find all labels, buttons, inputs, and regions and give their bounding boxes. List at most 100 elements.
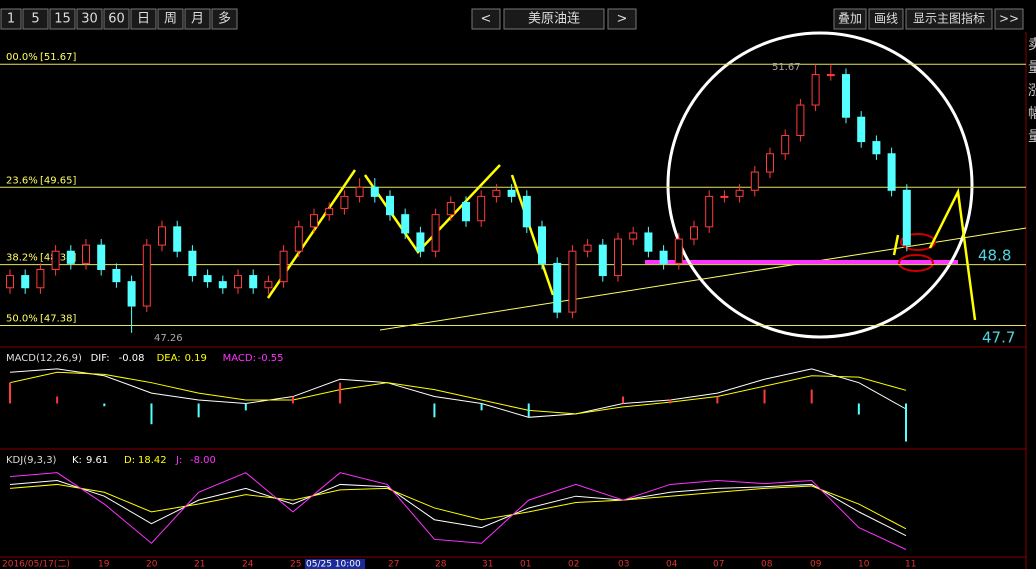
tool-button[interactable] (833, 8, 867, 30)
period-label: 1 (7, 12, 15, 27)
period-button[interactable] (184, 8, 211, 30)
candle-body (446, 201, 455, 216)
date-label: 20 (146, 560, 158, 569)
candle-body (674, 238, 683, 264)
period-button[interactable] (103, 8, 130, 30)
legend-value: -0.08 (119, 353, 145, 364)
candle-body (842, 74, 850, 118)
date-label: 10 (858, 560, 870, 569)
date-label: 04 (666, 560, 678, 569)
tool-label: 叠加 (838, 12, 862, 26)
ellipse (898, 254, 934, 272)
fib-label: 00.0% (6, 52, 38, 63)
period-button[interactable] (0, 8, 22, 30)
candle-body (249, 275, 258, 289)
candle-body (553, 262, 562, 313)
period-button[interactable] (130, 8, 157, 30)
date-label: 05/25 10:00 (306, 560, 361, 569)
nav-button[interactable] (607, 8, 637, 30)
annotation: 47.7 (982, 329, 1015, 347)
ellipse (900, 233, 936, 251)
period-label: 日 (137, 12, 150, 27)
candle-body (112, 268, 121, 283)
side-label: 量 (1028, 129, 1036, 145)
candle-body (690, 226, 698, 240)
fib-value: [51.67] (40, 52, 77, 63)
trend-line (379, 227, 1027, 331)
period-button[interactable] (76, 8, 103, 30)
candle-body (659, 250, 668, 264)
nav-label: < (481, 12, 492, 27)
date-highlight (305, 559, 365, 569)
side-label: 量 (1028, 60, 1036, 76)
candle-body (431, 214, 440, 252)
candle-body (857, 116, 866, 143)
tool-button[interactable] (868, 8, 904, 30)
candle-body (492, 189, 501, 197)
annotation: 48.8 (978, 247, 1011, 265)
candle-body (203, 275, 212, 283)
candle-body (264, 281, 273, 289)
candle-body (538, 226, 546, 264)
candle-body (507, 189, 516, 197)
candle-body (97, 244, 106, 270)
date-label: 28 (435, 560, 447, 569)
legend-name: J: (175, 455, 182, 466)
candle-body (218, 281, 227, 289)
period-label: 周 (164, 12, 177, 27)
side-label: 幅 (1028, 106, 1036, 122)
date-label: 2016/05/17(二) (2, 560, 70, 569)
side-label: 涨 (1028, 83, 1036, 99)
candle-body (401, 214, 410, 234)
candle-body (781, 134, 790, 155)
candle-body (310, 214, 318, 228)
candle-body (826, 74, 835, 77)
period-button[interactable] (211, 8, 238, 30)
tool-button[interactable] (905, 8, 993, 30)
date-label: 08 (761, 560, 773, 569)
candle-body (705, 195, 714, 228)
period-label: 60 (108, 12, 125, 27)
period-label: 5 (31, 12, 39, 27)
period-button[interactable] (49, 8, 76, 30)
candle-body (6, 275, 14, 289)
candle-body (644, 232, 653, 252)
candle-body (370, 186, 379, 197)
legend-value: 9.61 (86, 455, 108, 466)
candle-body (82, 244, 90, 264)
nav-button[interactable] (503, 8, 605, 30)
legend-name: D: (124, 455, 135, 466)
tool-label: 画线 (874, 12, 898, 26)
candle-body (188, 250, 197, 277)
candle-body (386, 195, 394, 216)
date-label: 01 (520, 560, 531, 569)
period-button[interactable] (22, 8, 49, 30)
candle-body (796, 104, 805, 136)
candle-body (887, 153, 896, 191)
arrow (928, 187, 977, 321)
indicator-line (9, 480, 907, 537)
period-label: 15 (54, 12, 71, 27)
candle-body (340, 195, 349, 210)
fib-label: 38.2% (6, 253, 38, 264)
period-button[interactable] (157, 8, 184, 30)
tool-button[interactable] (994, 8, 1024, 30)
candle-body (598, 244, 607, 277)
candle-body (51, 250, 60, 270)
period-label: 多 (218, 11, 231, 27)
candle-body (279, 250, 288, 283)
legend-value: -0.55 (258, 353, 284, 364)
period-label: 月 (191, 12, 204, 27)
date-label: 02 (568, 560, 579, 569)
candle-body (142, 244, 151, 307)
indicator-line (9, 371, 907, 415)
candle-body (568, 250, 577, 313)
date-label: 19 (98, 560, 110, 569)
legend-value: 18.42 (138, 455, 167, 466)
candle-body (811, 74, 820, 106)
indicator-line (9, 368, 907, 418)
date-label: 07 (713, 560, 724, 569)
candle-body (355, 186, 364, 197)
nav-button[interactable] (471, 8, 501, 30)
